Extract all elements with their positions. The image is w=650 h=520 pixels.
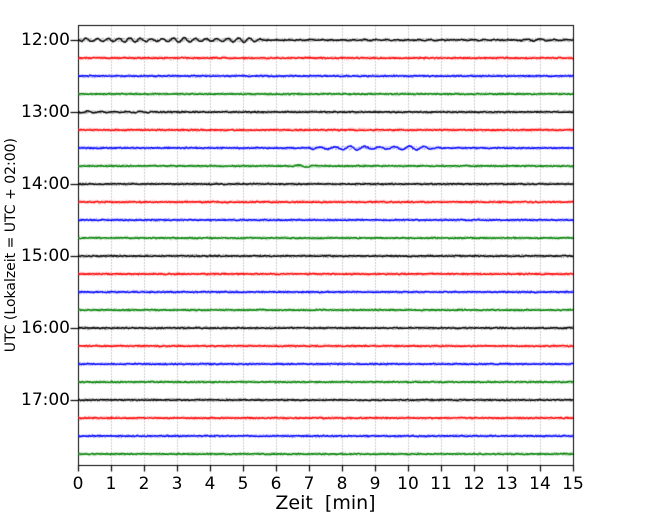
y-tick-label: 13:00 [21,102,70,122]
x-tick-label: 7 [303,474,315,494]
x-tick-label: 1 [105,474,117,494]
x-tick-label: 0 [72,474,84,494]
y-tick-label: 14:00 [21,174,70,194]
x-axis-label: Zeit [min] [275,492,376,514]
x-tick-label: 12 [463,474,485,494]
x-tick-label: 9 [369,474,381,494]
x-tick-label: 3 [171,474,183,494]
x-tick-label: 4 [204,474,216,494]
y-tick-label: 16:00 [21,318,70,338]
x-tick-label: 15 [562,474,584,494]
y-tick-label: 12:00 [21,30,70,50]
y-tick-label: 17:00 [21,390,70,410]
x-tick-label: 8 [336,474,348,494]
x-tick-label: 5 [237,474,249,494]
y-tick-label: 15:00 [21,246,70,266]
x-tick-label: 11 [430,474,452,494]
x-tick-label: 13 [496,474,518,494]
x-tick-label: 2 [138,474,150,494]
x-tick-label: 6 [270,474,282,494]
x-tick-label: 10 [397,474,419,494]
x-tick-label: 14 [529,474,551,494]
